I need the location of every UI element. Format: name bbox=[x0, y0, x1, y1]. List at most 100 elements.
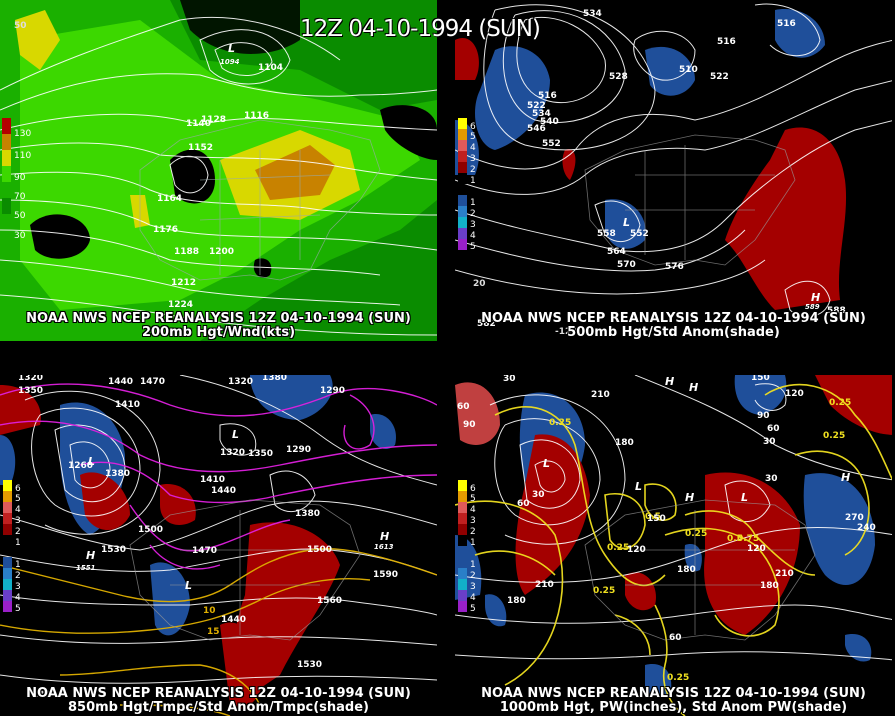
contour-label: 1470 bbox=[140, 377, 165, 387]
panel-caption: NOAA NWS NCEP REANALYSIS 12Z 04-10-1994 … bbox=[26, 686, 411, 701]
contour-label: 1590 bbox=[373, 570, 398, 580]
legend-label: 4 bbox=[470, 231, 476, 241]
map-200mb: 1104 1116 1128 1140 1152 1164 1176 1188 … bbox=[0, 0, 437, 341]
legend-label: 2 bbox=[470, 527, 476, 537]
lon-label: -130 bbox=[28, 690, 51, 700]
legend-label: 4 bbox=[15, 505, 21, 515]
contour-label: 0.5 bbox=[645, 512, 661, 522]
contour-label: 1410 bbox=[115, 400, 140, 410]
legend-label: 4 bbox=[470, 143, 476, 153]
contour-label: 1320 bbox=[220, 448, 245, 458]
legend-label: 110 bbox=[14, 151, 32, 161]
contour-label: 0.25 bbox=[593, 586, 615, 596]
panel-subcaption: 1000mb Hgt, PW(inches), Std Anom PW(shad… bbox=[499, 700, 848, 715]
contour-label: 1380 bbox=[105, 469, 130, 479]
lon-label: -120 bbox=[555, 327, 578, 337]
contour-label: 120 bbox=[627, 545, 646, 555]
legend-label: 5 bbox=[470, 604, 476, 614]
panel-subcaption: 500mb Hgt/Std Anom(shade) bbox=[567, 325, 780, 340]
contour-label: 1410 bbox=[200, 475, 225, 485]
legend-label: 30 bbox=[14, 231, 26, 241]
contour-label: 516 bbox=[777, 19, 796, 29]
contour-label: 1320 bbox=[18, 375, 43, 383]
contour-label: 90 bbox=[463, 420, 476, 430]
contour-label: 0.25 bbox=[823, 431, 845, 441]
contour-label: 120 bbox=[747, 544, 766, 554]
high-marker: H bbox=[86, 549, 95, 562]
legend-label: 2 bbox=[470, 209, 476, 219]
contour-label: 0.25 bbox=[549, 418, 571, 428]
legend-label: 5 bbox=[470, 494, 476, 504]
contour-label: 1260 bbox=[68, 461, 93, 471]
map-500mb: 534 516 516 510 522 528 540 546 552 522 … bbox=[455, 0, 892, 341]
high-value: 1551 bbox=[76, 564, 96, 572]
contour-label: 0.25 bbox=[685, 529, 707, 539]
panel-850mb: 1320 1350 1410 1440 1470 1320 1380 1290 … bbox=[0, 375, 437, 716]
contour-label: 1350 bbox=[18, 386, 43, 396]
contour-label: 120 bbox=[785, 389, 804, 399]
high-value: 589 bbox=[805, 303, 820, 311]
contour-label: 576 bbox=[665, 262, 684, 272]
contour-label: 30 bbox=[765, 474, 778, 484]
low-marker: L bbox=[185, 579, 192, 592]
legend-label: 5 bbox=[470, 132, 476, 142]
panel-caption: NOAA NWS NCEP REANALYSIS 12Z 04-10-1994 … bbox=[481, 686, 866, 701]
low-value: 1094 bbox=[220, 58, 240, 66]
map-850mb: 1320 1350 1410 1440 1470 1320 1380 1290 … bbox=[0, 375, 437, 716]
contour-label: 1212 bbox=[171, 278, 196, 288]
legend-label: 6 bbox=[470, 484, 476, 494]
high-marker: H bbox=[841, 471, 850, 484]
legend-label: 2 bbox=[470, 571, 476, 581]
contour-label: 210 bbox=[591, 390, 610, 400]
legend-label: 3 bbox=[470, 220, 476, 230]
contour-label: 210 bbox=[535, 580, 554, 590]
contour-label: 180 bbox=[507, 596, 526, 606]
contour-label: 1188 bbox=[174, 247, 199, 257]
contour-label: 1440 bbox=[108, 377, 133, 387]
contour-label: 1350 bbox=[248, 449, 273, 459]
legend-label: 1 bbox=[15, 560, 21, 570]
legend-label: 3 bbox=[15, 582, 21, 592]
contour-label: 60 bbox=[669, 633, 682, 643]
contour-label: 510 bbox=[679, 65, 698, 75]
legend-label: 70 bbox=[14, 192, 26, 202]
legend-label: 2 bbox=[470, 165, 476, 175]
low-marker: L bbox=[88, 455, 95, 468]
legend-label: 3 bbox=[470, 582, 476, 592]
contour-label: 150 bbox=[751, 375, 770, 383]
legend-label: 4 bbox=[470, 505, 476, 515]
panel-200mb: 1104 1116 1128 1140 1152 1164 1176 1188 … bbox=[0, 0, 437, 341]
legend-label: 3 bbox=[15, 516, 21, 526]
lat-label: 50 bbox=[14, 21, 27, 31]
contour-label: 1140 bbox=[186, 119, 211, 129]
low-marker: L bbox=[623, 216, 630, 229]
legend-label: 4 bbox=[15, 593, 21, 603]
high-marker: H bbox=[665, 375, 674, 388]
low-marker: L bbox=[741, 491, 748, 504]
contour-label: 1128 bbox=[201, 115, 226, 125]
legend-label: 1 bbox=[470, 176, 476, 186]
contour-label: 516 bbox=[717, 37, 736, 47]
contour-label: 0.5 bbox=[727, 534, 743, 544]
low-marker: H bbox=[689, 381, 698, 394]
contour-label: 60 bbox=[517, 499, 530, 509]
high-marker: H bbox=[811, 291, 820, 304]
legend-label: 5 bbox=[15, 604, 21, 614]
legend-label: 1 bbox=[15, 538, 21, 548]
contour-label: 180 bbox=[760, 581, 779, 591]
contour-label: 528 bbox=[609, 72, 628, 82]
legend-label: 6 bbox=[470, 122, 476, 132]
high-value: 1613 bbox=[374, 543, 394, 551]
legend-label: 1 bbox=[470, 198, 476, 208]
panel-500mb: 534 516 516 510 522 528 540 546 552 522 … bbox=[455, 0, 892, 341]
contour-label: 1560 bbox=[317, 596, 342, 606]
legend-label: 3 bbox=[470, 516, 476, 526]
contour-label: 1224 bbox=[168, 300, 193, 310]
contour-label: 60 bbox=[457, 402, 470, 412]
legend-label: 50 bbox=[14, 211, 26, 221]
panel-1000mb: 30 60 90 180 210 150 120 90 60 30 0.25 0… bbox=[455, 375, 892, 716]
contour-label: 552 bbox=[630, 229, 649, 239]
contour-label: 0.75 bbox=[737, 534, 759, 544]
contour-label: 522 bbox=[710, 72, 729, 82]
contour-label: 1500 bbox=[138, 525, 163, 535]
